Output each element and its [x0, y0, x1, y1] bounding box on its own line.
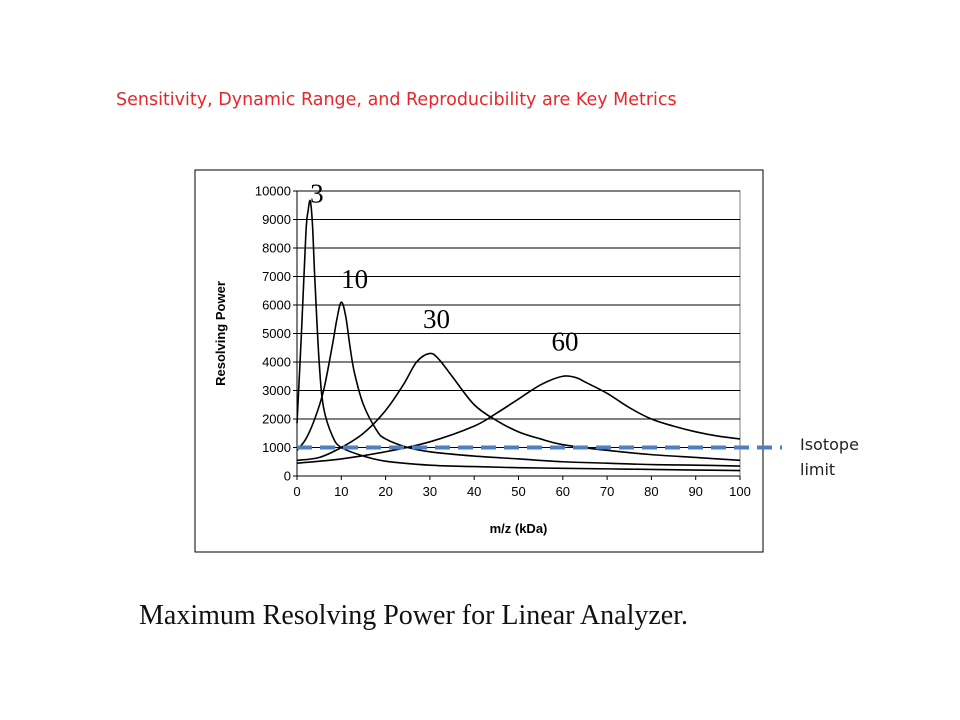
axis-ticks: 0100020003000400050006000700080009000100… — [255, 184, 751, 500]
curve-label-3: 3 — [310, 178, 324, 208]
y-tick-label: 2000 — [262, 412, 291, 427]
series-line-30 — [296, 352, 741, 462]
y-tick-label: 8000 — [262, 241, 291, 256]
y-axis-title: Resolving Power — [213, 281, 228, 386]
y-tick-label: 4000 — [262, 355, 291, 370]
x-tick-label: 20 — [378, 484, 392, 499]
x-tick-label: 40 — [467, 484, 481, 499]
x-axis-title: m/z (kDa) — [490, 521, 548, 536]
isotope-limit-label: Isotope limit — [800, 435, 859, 479]
x-tick-label: 0 — [293, 484, 300, 499]
x-tick-label: 30 — [423, 484, 437, 499]
x-tick-label: 100 — [729, 484, 751, 499]
series-line-3 — [296, 199, 741, 472]
slide-headline: Sensitivity, Dynamic Range, and Reproduc… — [116, 90, 677, 110]
y-tick-label: 7000 — [262, 269, 291, 284]
series-line-10 — [296, 301, 741, 467]
x-tick-label: 10 — [334, 484, 348, 499]
y-tick-label: 1000 — [262, 440, 291, 455]
x-tick-label: 60 — [556, 484, 570, 499]
series-line-60 — [296, 375, 741, 464]
series-lines — [296, 199, 741, 472]
x-tick-label: 50 — [511, 484, 525, 499]
curve-label-60: 60 — [552, 327, 579, 357]
y-tick-label: 6000 — [262, 298, 291, 313]
y-tick-label: 0 — [284, 469, 291, 484]
x-tick-label: 80 — [644, 484, 658, 499]
y-tick-label: 5000 — [262, 326, 291, 341]
curve-label-10: 10 — [341, 264, 368, 294]
x-tick-label: 90 — [688, 484, 702, 499]
x-tick-label: 70 — [600, 484, 614, 499]
curve-labels: 3 10 30 60 — [310, 178, 578, 356]
y-tick-label: 3000 — [262, 383, 291, 398]
slide-caption: Maximum Resolving Power for Linear Analy… — [139, 600, 688, 631]
y-tick-label: 10000 — [255, 184, 291, 199]
curve-label-30: 30 — [423, 304, 450, 334]
y-tick-label: 9000 — [262, 212, 291, 227]
